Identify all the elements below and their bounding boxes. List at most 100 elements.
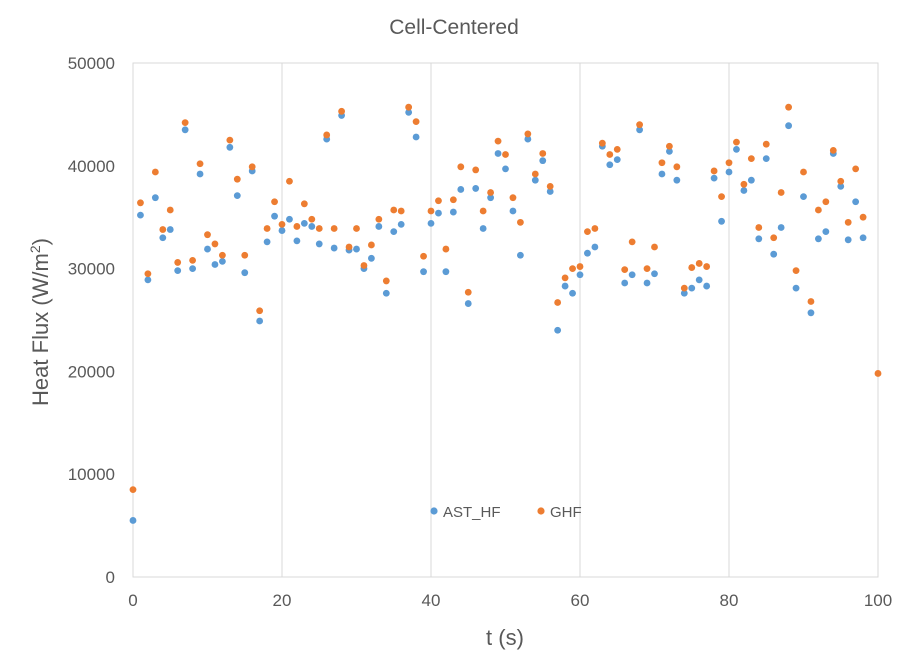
point-ghf bbox=[256, 307, 264, 315]
x-tick-label: 40 bbox=[422, 591, 441, 610]
point-ghf bbox=[472, 166, 480, 174]
y-axis-label-close: ) bbox=[28, 238, 53, 245]
point-ast-hf bbox=[777, 224, 785, 231]
point-ast-hf bbox=[844, 236, 852, 244]
gridlines bbox=[132, 63, 879, 577]
point-ghf bbox=[353, 225, 360, 232]
point-ast-hf bbox=[449, 208, 457, 216]
point-ghf bbox=[368, 241, 375, 249]
point-ast-hf bbox=[256, 317, 264, 325]
point-ast-hf bbox=[196, 170, 204, 178]
point-ghf bbox=[151, 168, 159, 176]
point-ghf bbox=[427, 207, 435, 215]
point-ghf bbox=[338, 107, 345, 115]
point-ghf bbox=[204, 231, 211, 239]
point-ast-hf bbox=[591, 243, 599, 251]
point-ghf bbox=[323, 131, 331, 139]
point-ghf bbox=[464, 288, 472, 296]
point-ghf bbox=[710, 167, 718, 175]
point-ast-hf bbox=[368, 254, 375, 262]
point-ghf bbox=[137, 199, 144, 207]
point-ghf bbox=[226, 136, 234, 144]
point-ghf bbox=[308, 215, 316, 223]
point-ghf bbox=[606, 151, 614, 158]
point-ast-hf bbox=[569, 289, 576, 297]
point-ghf bbox=[174, 259, 182, 266]
point-ghf bbox=[822, 198, 830, 206]
tick-labels: 0 20 40 60 80 100 0 10000 20000 30000 40000 50000 bbox=[68, 54, 892, 610]
legend-label-ghf: GHF bbox=[550, 504, 582, 521]
point-ast-hf bbox=[718, 217, 725, 225]
point-ghf bbox=[807, 298, 815, 305]
point-ghf bbox=[613, 145, 621, 153]
legend: AST_HF GHF bbox=[430, 504, 582, 521]
point-ghf bbox=[360, 262, 368, 269]
y-axis-label-main: Heat Flux (W/m bbox=[28, 253, 53, 406]
point-ast-hf bbox=[226, 143, 234, 151]
point-ast-hf bbox=[420, 268, 427, 276]
point-ast-hf bbox=[710, 174, 718, 182]
point-ghf bbox=[412, 118, 420, 125]
point-ghf bbox=[248, 163, 256, 171]
point-ast-hf bbox=[837, 182, 845, 190]
point-ast-hf bbox=[487, 194, 494, 202]
point-ast-hf bbox=[554, 326, 562, 334]
point-ghf bbox=[815, 206, 822, 214]
point-ghf bbox=[785, 103, 792, 111]
point-ghf bbox=[762, 140, 770, 148]
point-ast-hf bbox=[479, 225, 487, 232]
point-ast-hf bbox=[859, 234, 867, 242]
point-ast-hf bbox=[651, 270, 658, 278]
point-ghf bbox=[859, 213, 867, 221]
point-ast-hf bbox=[271, 212, 278, 220]
point-ghf bbox=[561, 274, 569, 282]
point-ghf bbox=[539, 150, 547, 157]
series-ghf bbox=[129, 103, 882, 494]
point-ast-hf bbox=[300, 219, 308, 227]
x-tick-label: 80 bbox=[720, 591, 739, 610]
point-ghf bbox=[509, 194, 517, 202]
point-ast-hf bbox=[613, 156, 621, 164]
point-ast-hf bbox=[435, 209, 442, 217]
point-ast-hf bbox=[427, 219, 435, 227]
point-ghf bbox=[703, 263, 711, 270]
point-ghf bbox=[189, 256, 197, 264]
y-tick-label: 20000 bbox=[68, 362, 115, 381]
point-ast-hf bbox=[785, 122, 792, 130]
point-ghf bbox=[420, 252, 427, 260]
y-axis-label-superscript: 2 bbox=[27, 245, 43, 253]
point-ghf bbox=[651, 243, 658, 251]
point-ghf bbox=[576, 263, 584, 270]
legend-marker-ast-hf bbox=[430, 507, 438, 515]
y-axis-label: Heat Flux (W/m2) bbox=[27, 238, 53, 406]
point-ast-hf bbox=[584, 249, 591, 257]
point-ast-hf bbox=[241, 269, 249, 277]
point-ghf bbox=[435, 197, 442, 205]
point-ghf bbox=[494, 137, 502, 145]
point-ast-hf bbox=[546, 188, 554, 195]
legend-marker-ghf bbox=[537, 507, 545, 515]
point-ghf bbox=[852, 165, 860, 173]
point-ast-hf bbox=[673, 176, 681, 184]
point-ast-hf bbox=[725, 168, 733, 176]
point-ghf bbox=[315, 225, 323, 232]
point-ghf bbox=[219, 251, 226, 259]
x-axis-label: t (s) bbox=[486, 625, 524, 650]
point-ghf bbox=[725, 159, 733, 167]
point-ast-hf bbox=[457, 186, 465, 193]
data-series bbox=[129, 103, 882, 524]
point-ghf bbox=[695, 260, 703, 267]
point-ghf bbox=[487, 189, 494, 196]
point-ast-hf bbox=[688, 284, 696, 292]
point-ghf bbox=[263, 225, 271, 232]
plot-area-border bbox=[132, 62, 879, 578]
point-ast-hf bbox=[375, 223, 383, 230]
point-ghf bbox=[479, 207, 487, 215]
point-ghf bbox=[591, 225, 599, 232]
point-ghf bbox=[569, 265, 576, 272]
point-ast-hf bbox=[643, 279, 651, 287]
point-ghf bbox=[643, 265, 651, 272]
point-ast-hf bbox=[852, 198, 860, 206]
point-ast-hf bbox=[680, 289, 688, 297]
point-ghf bbox=[286, 177, 293, 185]
